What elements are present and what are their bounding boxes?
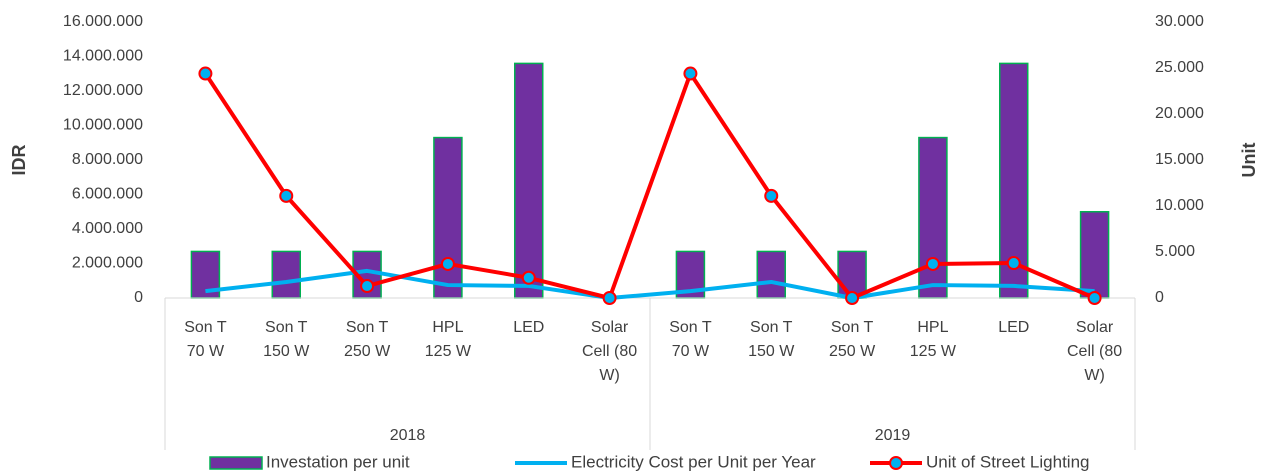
legend-label: Investation per unit — [266, 452, 410, 471]
x-tick-label: Son T 150 W — [748, 319, 795, 360]
marker — [925, 256, 940, 271]
y2-tick-label: 25.000 — [1155, 59, 1204, 76]
marker — [1087, 291, 1102, 305]
bar — [271, 250, 301, 299]
x-tick-label: Son T 70 W — [184, 319, 227, 360]
y2-tick-label: 5.000 — [1155, 243, 1195, 260]
bar — [514, 62, 544, 299]
marker — [845, 291, 860, 305]
bar — [837, 250, 867, 299]
x-tick-label: Solar Cell (80 W) — [1067, 319, 1123, 384]
y2-tick-label: 0 — [1155, 289, 1164, 306]
marker — [764, 188, 779, 203]
bar — [756, 250, 786, 299]
y2-tick-label: 20.000 — [1155, 105, 1204, 122]
y-axis-label: IDR — [9, 145, 29, 176]
group-label: 2019 — [875, 427, 911, 444]
y-tick-label: 4.000.000 — [72, 220, 143, 237]
legend-label: Unit of Street Lighting — [926, 452, 1089, 471]
marker — [198, 66, 213, 81]
marker — [279, 188, 294, 203]
y-tick-label: 12.000.000 — [63, 82, 143, 99]
y-tick-label: 0 — [134, 289, 143, 306]
y2-axis-label: Unit — [1239, 143, 1259, 178]
y-tick-label: 10.000.000 — [63, 117, 143, 134]
legend-label: Electricity Cost per Unit per Year — [571, 452, 816, 471]
marker — [360, 279, 375, 294]
x-tick-label: LED — [513, 319, 545, 336]
legend-swatch — [209, 456, 263, 470]
marker — [602, 291, 617, 305]
x-tick-label: Solar Cell (80 W) — [582, 319, 638, 384]
y-tick-label: 2.000.000 — [72, 255, 143, 272]
bar — [918, 136, 948, 299]
marker — [521, 270, 536, 285]
bar — [433, 136, 463, 299]
y-tick-label: 14.000.000 — [63, 48, 143, 65]
y2-tick-label: 30.000 — [1155, 13, 1204, 30]
x-tick-label: Son T 250 W — [343, 319, 391, 360]
line-series — [203, 71, 1096, 300]
x-tick-label: Son T 250 W — [828, 319, 876, 360]
x-tick-label: LED — [998, 319, 1030, 336]
y-tick-label: 8.000.000 — [72, 151, 143, 168]
marker — [683, 66, 698, 81]
x-tick-label: Son T 150 W — [263, 319, 310, 360]
y-tick-label: 6.000.000 — [72, 186, 143, 203]
bar — [1079, 211, 1110, 299]
x-tick-label: HPL 125 W — [909, 319, 957, 360]
y-tick-label: 16.000.000 — [63, 13, 143, 30]
group-label: 2018 — [390, 427, 426, 444]
marker — [1006, 256, 1021, 271]
marker — [440, 256, 455, 271]
line-series — [205, 268, 1095, 300]
x-tick-label: HPL 125 W — [424, 319, 472, 360]
y2-tick-label: 15.000 — [1155, 151, 1204, 168]
legend-marker — [889, 456, 903, 470]
y2-tick-label: 10.000 — [1155, 197, 1204, 214]
x-tick-label: Son T 70 W — [669, 319, 712, 360]
